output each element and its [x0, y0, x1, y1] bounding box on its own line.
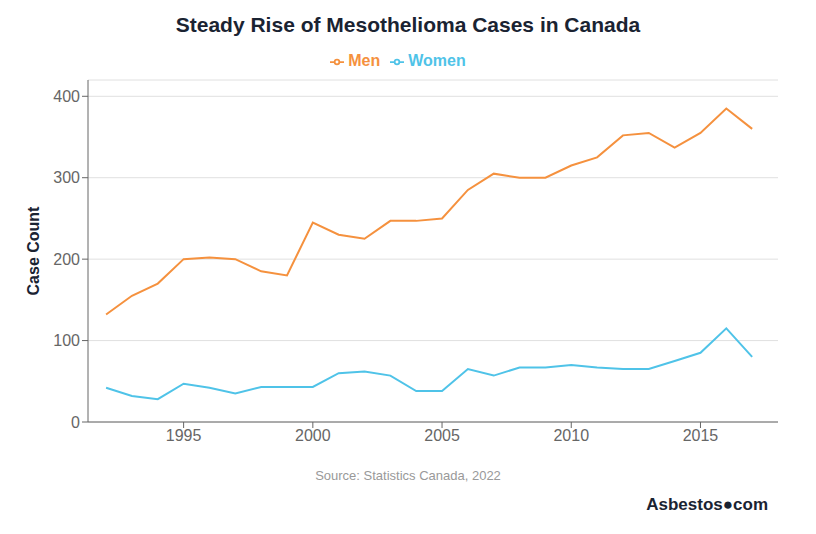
- html-text:Women: Women: [408, 52, 466, 69]
- svg-text:2015: 2015: [683, 427, 719, 444]
- svg-text:Case Count: Case Count: [25, 206, 42, 296]
- html-text:Steady Rise of Mesothelioma Ca: Steady Rise of Mesothelioma Cases in Can…: [175, 13, 641, 36]
- svg-text:400: 400: [53, 88, 80, 105]
- svg-text:1995: 1995: [166, 427, 202, 444]
- svg-text:200: 200: [53, 251, 80, 268]
- svg-text:0: 0: [71, 414, 80, 431]
- html-text:Asbestos●com: Asbestos●com: [646, 495, 768, 514]
- svg-text:300: 300: [53, 169, 80, 186]
- html-text:Men: Men: [348, 52, 381, 69]
- svg-text:2005: 2005: [424, 427, 460, 444]
- svg-text:2000: 2000: [295, 427, 331, 444]
- html-text:Source: Statistics Canada, 202: Source: Statistics Canada, 2022: [315, 468, 501, 483]
- svg-text:100: 100: [53, 332, 80, 349]
- svg-text:2010: 2010: [553, 427, 589, 444]
